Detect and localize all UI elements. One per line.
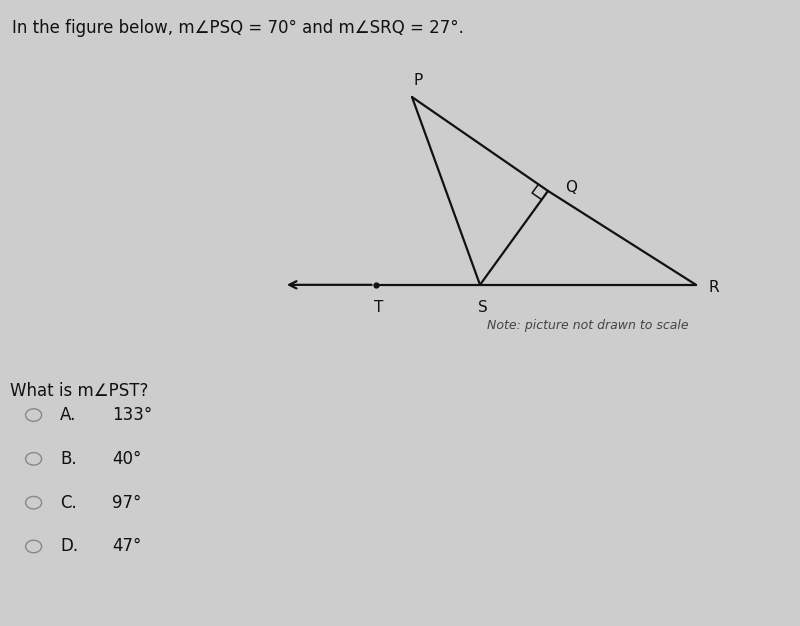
- Text: S: S: [478, 300, 487, 316]
- Text: 133°: 133°: [112, 406, 152, 424]
- Text: Note: picture not drawn to scale: Note: picture not drawn to scale: [487, 319, 689, 332]
- Text: C.: C.: [60, 494, 77, 511]
- Text: 97°: 97°: [112, 494, 142, 511]
- Text: 40°: 40°: [112, 450, 142, 468]
- Text: What is m∠PST?: What is m∠PST?: [10, 382, 148, 400]
- Text: R: R: [708, 280, 718, 295]
- Text: D.: D.: [60, 538, 78, 555]
- Text: Q: Q: [566, 180, 578, 195]
- Text: P: P: [414, 73, 423, 88]
- Text: 47°: 47°: [112, 538, 142, 555]
- Text: In the figure below, m∠PSQ = 70° and m∠SRQ = 27°.: In the figure below, m∠PSQ = 70° and m∠S…: [12, 19, 464, 37]
- Text: B.: B.: [60, 450, 77, 468]
- Text: A.: A.: [60, 406, 76, 424]
- Text: T: T: [374, 300, 383, 316]
